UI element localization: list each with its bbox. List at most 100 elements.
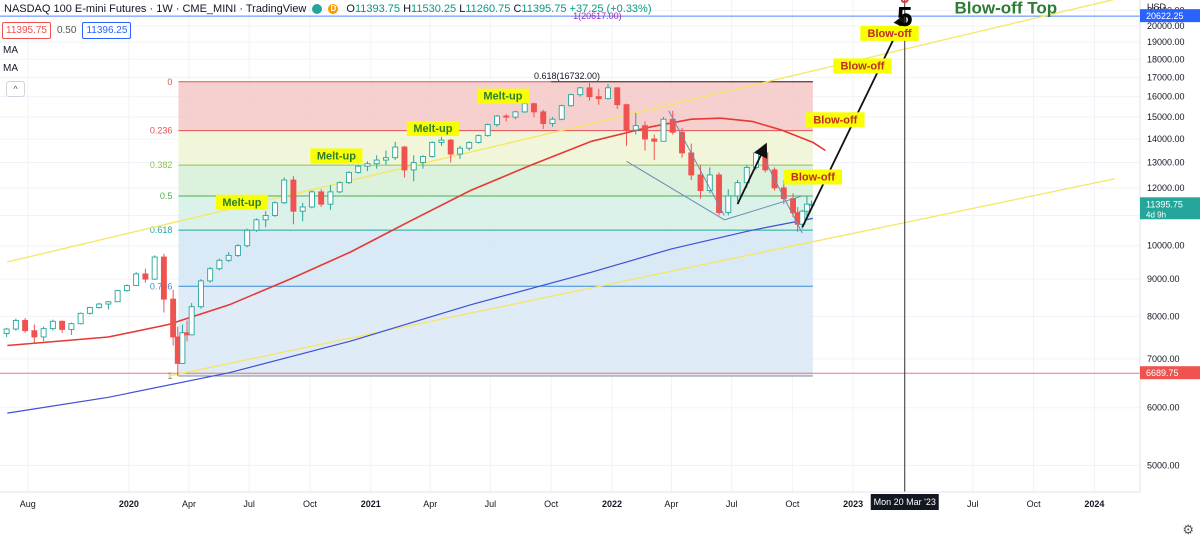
callout-bg [215,194,268,210]
x-tick-label: Oct [1027,499,1042,509]
candle-body [803,203,810,212]
fib-band-0.236 [178,130,813,166]
y-tick-label: 15000.00 [1147,112,1185,122]
candle-body [31,330,38,338]
symbol-title[interactable]: NASDAQ 100 E-mini Futures · 1W · CME_MIN… [4,3,307,15]
candle-body [234,245,241,256]
candle-body [355,165,362,173]
collapse-indicators-icon[interactable]: ^ [6,81,25,97]
indicator-ma-1[interactable]: MA [3,45,18,56]
y-tick-label: 8000.00 [1147,311,1180,321]
candle-body [96,303,103,308]
candle-body [59,320,66,330]
wave-label-red: 5 [900,0,909,7]
candle-body [586,87,593,98]
candle-body [558,105,565,120]
y-tick-label: 14000.00 [1147,134,1185,144]
candle-body [392,146,399,159]
candle-body [105,301,112,305]
fib-band-0.618 [178,230,813,287]
candle-body [225,254,232,261]
candle-body [262,215,269,221]
candle-body [318,191,325,205]
candle-body [382,157,389,161]
fib-level-label: 0 [167,77,172,87]
candle-body [466,141,473,149]
price-tag-text: 20622.25 [1146,11,1184,21]
candle-body [716,174,722,214]
candle-body [151,256,158,280]
candle-body [207,268,214,282]
callout-bg [833,58,892,74]
price-tag-text: 11395.75 [1146,199,1183,209]
market-status-icon[interactable] [312,4,323,14]
crosshair-date-label: Mon 20 Mar '23 [874,497,936,507]
x-tick-label: Aug [20,499,36,509]
price-tag-text: 6689.75 [1146,368,1179,378]
callout-label: Melt-up [413,123,452,135]
price-tag-countdown: 4d 9h [1146,210,1166,219]
y-tick-label: 18000.00 [1147,54,1185,64]
buy-price-button[interactable]: 11396.25 [82,22,132,39]
x-tick-label: 2024 [1084,499,1104,509]
trend-line-gray [724,195,803,221]
wave-label-black: 5 [897,1,913,32]
fib-level-label: 0.5 [160,191,173,201]
candle-body [179,332,186,364]
candle-body [540,111,547,124]
candle-body [308,191,315,208]
candle-body [512,111,519,118]
candle-body [725,195,732,214]
candle-body [170,298,177,338]
candle-body [734,182,741,197]
candle-body [697,174,704,191]
candle-body [345,171,352,184]
x-tick-label: Oct [785,499,800,509]
candle-body [429,141,436,157]
fib-ext-label: 0.618(16732.00) [534,71,600,81]
channel-channel_lower [168,178,1116,377]
y-tick-label: 20000.00 [1147,21,1185,31]
ohlc-open: 11393.75 [354,3,401,15]
callout-label: Blow-off [868,28,912,40]
y-tick-label: 12000.00 [1147,183,1185,193]
candle-body [364,163,371,167]
candle-body [623,104,630,131]
candle-body [790,198,796,214]
candle-body [420,156,426,163]
candle-body [457,147,463,155]
candle-body [133,273,140,286]
sell-price-button[interactable]: 11395.75 [2,22,51,39]
candle-body [438,139,445,143]
candle-body [216,259,223,270]
indicator-ma-2[interactable]: MA [3,63,18,74]
y-tick-label: 17000.00 [1147,72,1185,82]
candle-body [577,87,584,96]
price-axis-bg [1140,0,1200,543]
candle-body [253,219,260,231]
x-tick-label: Oct [303,499,318,509]
callout-label: Blow-off [840,60,884,72]
trend-line-gray [626,160,725,221]
y-tick-label: 9000.00 [1147,274,1180,284]
bid-ask-panel: 11395.75 0.50 11396.25 [2,22,132,39]
y-tick-label: 10000.00 [1147,241,1185,251]
candle-body [123,285,130,292]
delayed-data-icon[interactable]: D [328,4,339,14]
candle-body [531,103,537,113]
y-tick-label: 5000.00 [1147,461,1180,471]
candle-body [484,124,491,137]
fib-level-label: 0.382 [150,160,173,170]
candle-body [49,320,56,330]
candle-body [447,139,454,155]
candle-body [549,118,556,124]
settings-gear-icon[interactable]: ⚙ [1182,522,1194,537]
ohlc-close: 11395.75 [521,3,567,15]
blow-off-top-title: Blow-off Top [955,0,1058,17]
candle-body [271,202,278,216]
candle-body [68,323,75,330]
candle-body [244,229,251,247]
candle-body [494,115,500,126]
fib-level-label: 0.618 [150,225,173,235]
